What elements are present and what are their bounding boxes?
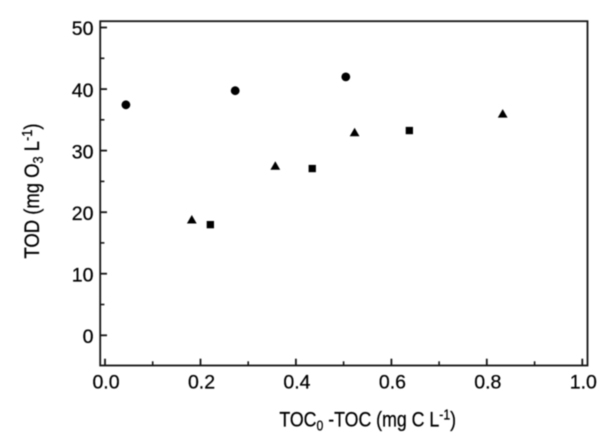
svg-text:30: 30	[72, 141, 94, 163]
svg-text:0.4: 0.4	[283, 371, 310, 393]
svg-text:0.2: 0.2	[188, 371, 215, 393]
svg-text:10: 10	[72, 264, 94, 286]
svg-text:0.0: 0.0	[92, 371, 119, 393]
svg-text:40: 40	[72, 80, 94, 102]
svg-text:1.0: 1.0	[570, 371, 597, 393]
svg-text:20: 20	[72, 203, 94, 225]
svg-text:0.8: 0.8	[474, 371, 501, 393]
svg-text:50: 50	[72, 18, 94, 40]
svg-text:TOD (mg O3 L-1): TOD (mg O3 L-1)	[19, 123, 46, 258]
svg-text:0.6: 0.6	[379, 371, 406, 393]
svg-text:0: 0	[83, 326, 94, 348]
svg-text:TOC0 -TOC (mg C L-1): TOC0 -TOC (mg C L-1)	[279, 406, 456, 433]
